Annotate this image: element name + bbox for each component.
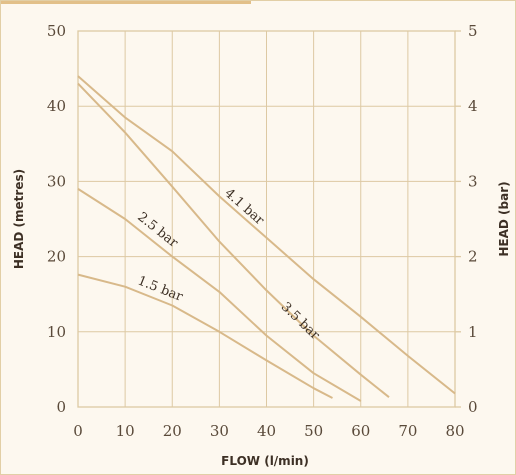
x-axis-label: FLOW (l/min) bbox=[221, 454, 309, 468]
grid bbox=[77, 30, 461, 408]
y-tick-label: 10 bbox=[47, 323, 66, 341]
y-axis-label: HEAD (metres) bbox=[12, 169, 26, 269]
y-tick-label: 20 bbox=[47, 248, 66, 266]
y2-tick-label: 3 bbox=[468, 172, 478, 190]
x-tick-label: 70 bbox=[398, 422, 417, 440]
y-tick-label: 40 bbox=[47, 97, 66, 115]
y-tick-labels: 0 10 20 30 40 50 bbox=[47, 22, 66, 416]
y-tick-label: 50 bbox=[47, 22, 66, 40]
header-accent-bar bbox=[1, 1, 251, 4]
y2-tick-label: 5 bbox=[468, 22, 478, 40]
y2-tick-label: 2 bbox=[468, 248, 478, 266]
curves bbox=[77, 75, 456, 402]
y2-tick-labels: 0 1 2 3 4 5 bbox=[468, 22, 478, 416]
curve-line bbox=[77, 75, 456, 395]
x-tick-label: 20 bbox=[163, 422, 182, 440]
x-tick-label: 50 bbox=[304, 422, 323, 440]
y2-tick-label: 4 bbox=[468, 97, 478, 115]
x-tick-label: 40 bbox=[257, 422, 276, 440]
y2-tick-label: 1 bbox=[468, 323, 478, 341]
x-tick-label: 0 bbox=[73, 422, 83, 440]
curve-line bbox=[77, 82, 390, 398]
curve-label: 4.1 bar bbox=[221, 186, 267, 229]
y-tick-label: 30 bbox=[47, 172, 66, 190]
x-tick-label: 10 bbox=[116, 422, 135, 440]
curve-label: 3.5 bar bbox=[278, 300, 323, 344]
x-tick-label: 30 bbox=[210, 422, 229, 440]
x-tick-label: 80 bbox=[445, 422, 464, 440]
y2-axis-label: HEAD (bar) bbox=[497, 181, 511, 256]
y-tick-label: 0 bbox=[56, 398, 66, 416]
curve-line bbox=[77, 273, 333, 399]
y2-tick-label: 0 bbox=[468, 398, 478, 416]
curve-line bbox=[77, 188, 362, 402]
x-tick-label: 60 bbox=[351, 422, 370, 440]
x-tick-labels: 0 10 20 30 40 50 60 70 80 bbox=[73, 422, 464, 440]
